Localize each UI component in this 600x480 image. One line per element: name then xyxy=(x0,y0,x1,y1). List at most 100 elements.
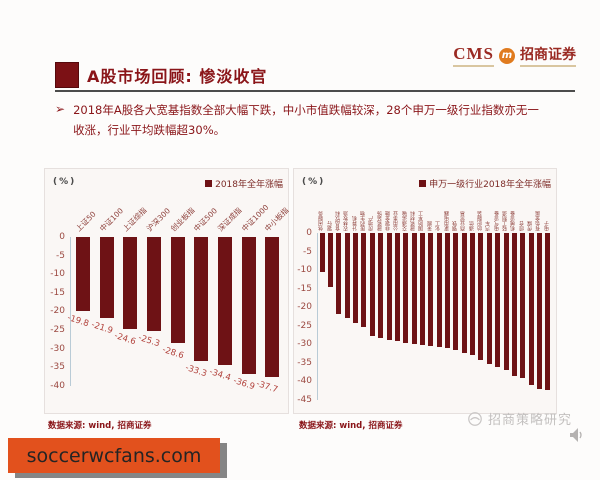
cms-logo-badge-icon: m xyxy=(499,47,515,64)
bar-value-label: -37.7 xyxy=(255,379,280,396)
legend-label: 申万一级行业2018年全年涨幅 xyxy=(429,180,551,190)
bar xyxy=(545,233,551,391)
speaker-icon[interactable] xyxy=(570,427,586,443)
x-axis-category-label: 家用电器 xyxy=(443,211,450,231)
bar xyxy=(123,237,138,329)
bullet-text: 2018年A股各大宽基指数全部大幅下跌，中小市值跌幅较深，28个申万一级行业指数… xyxy=(73,103,539,138)
x-axis-category-label: 建筑材料 xyxy=(410,211,417,231)
y-axis-unit-label: (%) xyxy=(302,177,326,187)
page-title: A股市场回顾: 惨淡收官 xyxy=(87,67,268,86)
y-axis-tick-label: -10 xyxy=(50,269,65,280)
x-axis-category-label: 食品饮料 xyxy=(334,211,341,231)
bar xyxy=(217,237,232,365)
bar xyxy=(378,233,384,339)
x-axis-category-label: 创业板指 xyxy=(168,205,197,234)
x-axis-category-label: 采掘 xyxy=(426,221,433,231)
bar xyxy=(403,233,409,343)
bar xyxy=(470,233,476,356)
legend-label: 2018年全年涨幅 xyxy=(215,180,283,190)
bar xyxy=(428,233,434,347)
bar xyxy=(75,237,90,311)
bar-value-label: -36.9 xyxy=(231,376,256,393)
bar xyxy=(394,233,400,342)
watermark: 招商策略研究 xyxy=(466,409,572,428)
x-axis-category-label: 电气设备 xyxy=(493,211,500,231)
cms-company-name: 招商证券 xyxy=(520,44,576,67)
bar xyxy=(353,233,359,324)
x-axis-category-label: 中证100 xyxy=(97,206,125,234)
x-axis-category-label: 钢铁 xyxy=(451,221,458,231)
y-axis-tick-label: 0 xyxy=(59,232,65,242)
slide-header: A股市场回顾: 惨淡收官 xyxy=(55,62,575,92)
y-axis-unit-label: (%) xyxy=(53,177,77,187)
y-axis-tick-label: -15 xyxy=(297,283,312,294)
chart-source-caption: 数据来源: wind, 招商证券 xyxy=(48,421,152,431)
bar xyxy=(328,233,334,288)
x-axis-category-label: 上证综指 xyxy=(121,205,149,234)
bar xyxy=(520,233,526,379)
bar xyxy=(436,233,442,348)
x-axis-category-label: 交通运输 xyxy=(401,211,408,231)
bar xyxy=(241,237,256,375)
y-axis-tick-label: -45 xyxy=(297,394,312,405)
y-axis-tick-label: -35 xyxy=(297,357,312,368)
y-axis-tick-label: -40 xyxy=(297,376,312,386)
bullet-arrow-icon: ➢ xyxy=(55,102,66,116)
y-axis-line xyxy=(317,233,318,400)
summary-bullet: ➢ 2018年A股各大宽基指数全部大幅下跌，中小市值跌幅较深，28个申万一级行业… xyxy=(55,100,547,140)
bar xyxy=(419,233,425,346)
bar xyxy=(445,233,451,349)
banner-text: soccerwcfans.com xyxy=(26,444,202,467)
bar xyxy=(146,237,161,332)
bar-value-label: -25.3 xyxy=(136,333,161,350)
bar xyxy=(170,237,185,344)
watermark-text: 招商策略研究 xyxy=(487,413,572,428)
cms-logo: CMS m 招商证券 xyxy=(453,44,576,67)
x-axis-category-label: 电子 xyxy=(543,221,550,231)
x-axis-category-label: 机械设备 xyxy=(510,211,517,231)
y-axis-tick-label: -25 xyxy=(50,325,65,335)
strategy-research-logo-icon xyxy=(468,411,482,426)
x-axis-category-label: 化工 xyxy=(435,221,442,231)
bar xyxy=(478,233,484,361)
bar-value-label: -24.6 xyxy=(113,330,138,347)
bar xyxy=(411,233,417,344)
bar xyxy=(503,233,509,371)
bar xyxy=(194,237,209,361)
x-axis-category-label: 公用事业 xyxy=(393,211,400,231)
x-axis-category-label: 深证成指 xyxy=(215,205,244,234)
chart-source-caption: 数据来源: wind, 招商证券 xyxy=(299,421,403,431)
chart-legend: 申万一级行业2018年全年涨幅 xyxy=(419,177,551,190)
x-axis-category-label: 农林牧渔 xyxy=(343,211,350,231)
watermark-banner[interactable]: soccerwcfans.com xyxy=(8,438,220,473)
y-axis-tick-label: 0 xyxy=(306,228,312,238)
x-axis-category-label: 计算机 xyxy=(351,216,358,231)
bar xyxy=(344,233,350,318)
x-axis-category-label: 汽车 xyxy=(485,221,492,231)
y-axis-tick-label: -40 xyxy=(50,380,65,391)
y-axis-tick-label: -20 xyxy=(297,302,312,312)
chart-legend: 2018年全年涨幅 xyxy=(205,177,283,190)
bar xyxy=(336,233,342,315)
y-axis-tick-label: -5 xyxy=(303,246,312,257)
x-axis-category-label: 传媒 xyxy=(527,221,534,231)
bar-value-label: -33.3 xyxy=(184,362,209,380)
x-axis-category-label: 建筑装饰 xyxy=(376,211,383,231)
y-axis-tick-label: -10 xyxy=(297,265,312,275)
legend-swatch-icon xyxy=(205,180,213,187)
x-axis-category-label: 纺织服装 xyxy=(476,211,483,231)
y-axis-line xyxy=(70,237,71,386)
x-axis-category-label: 轻工制造 xyxy=(502,211,509,231)
x-axis-category-label: 非银金融 xyxy=(385,211,392,231)
y-axis-tick-label: -20 xyxy=(50,306,65,317)
x-axis-category-label: 房地产 xyxy=(368,216,375,231)
bar xyxy=(495,233,501,367)
y-axis-tick-label: -5 xyxy=(56,250,65,261)
bar xyxy=(265,237,280,378)
title-divider xyxy=(55,90,575,92)
bar xyxy=(511,233,517,376)
bar xyxy=(461,233,467,353)
bar xyxy=(99,237,114,319)
y-axis-tick-label: -35 xyxy=(50,362,65,373)
bar-value-label: -34.4 xyxy=(207,366,232,384)
